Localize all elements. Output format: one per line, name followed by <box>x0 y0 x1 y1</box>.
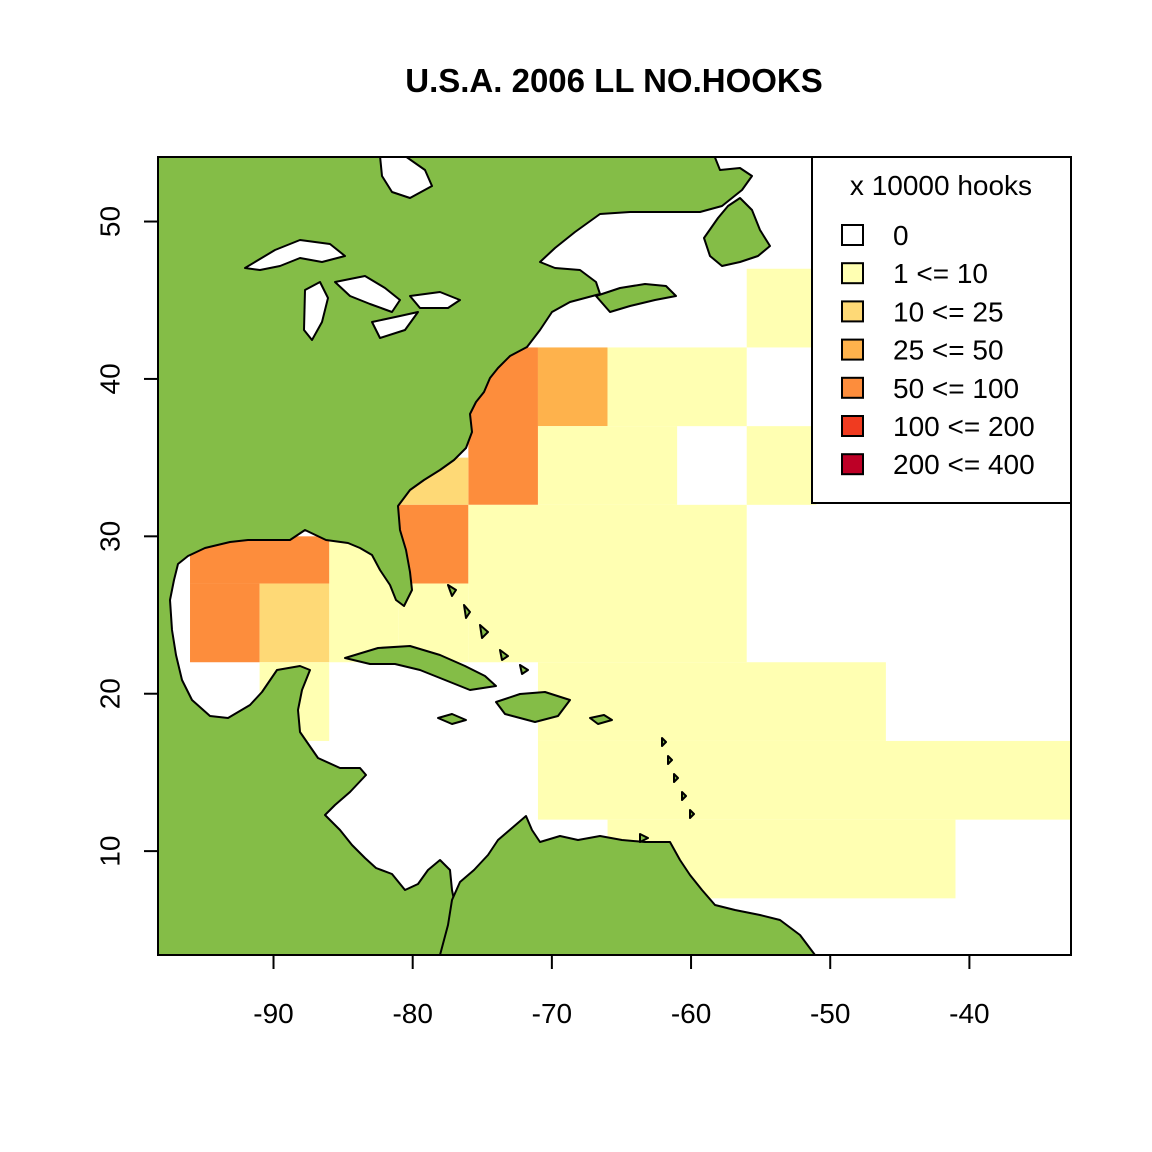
effort-cell-3 <box>607 347 747 427</box>
legend-swatch <box>841 453 864 476</box>
legend-label: 100 <= 200 <box>893 411 1035 442</box>
legend-swatch <box>841 338 864 361</box>
effort-cell-12 <box>190 583 260 663</box>
land-south-america <box>439 815 816 955</box>
effort-cell-13 <box>259 583 330 663</box>
legend-swatch <box>841 376 864 399</box>
legend-swatch <box>841 262 864 285</box>
legend-label: 1 <= 10 <box>893 258 988 289</box>
effort-cells <box>190 268 1071 899</box>
legend-label: 200 <= 400 <box>893 449 1035 480</box>
chart-title: U.S.A. 2006 LL NO.HOOKS <box>405 62 823 99</box>
legend: x 10000 hooks 0 1 <= 10 10 <= 25 25 <= 50 50… <box>811 156 1072 504</box>
y-tick-label: 10 <box>95 836 126 867</box>
land-masses <box>158 157 1071 955</box>
x-axis: -90 -80 -70 -60 -50 -40 <box>253 954 990 1029</box>
y-axis: 10 20 30 40 50 <box>95 206 159 867</box>
legend-title: x 10000 hooks <box>850 170 1032 201</box>
legend-label: 0 <box>893 220 909 251</box>
effort-cell-0 <box>746 268 817 348</box>
x-tick-label: -80 <box>392 998 432 1029</box>
legend-label: 10 <= 25 <box>893 296 1004 327</box>
legend-swatch <box>841 224 864 246</box>
x-tick-label: -70 <box>532 998 572 1029</box>
land-lesser-antilles <box>639 737 695 843</box>
land-cuba <box>344 645 497 691</box>
y-tick-label: 40 <box>95 363 126 394</box>
land-jamaica <box>437 713 467 725</box>
legend-label: 25 <= 50 <box>893 335 1004 366</box>
effort-cell-8 <box>468 504 747 663</box>
land-hispaniola <box>495 691 571 723</box>
x-tick-label: -40 <box>949 998 989 1029</box>
effort-cell-2 <box>537 347 608 427</box>
effort-cell-16 <box>537 740 1071 820</box>
y-tick-label: 50 <box>95 206 126 237</box>
legend-swatch <box>841 415 864 437</box>
effort-cell-5 <box>746 426 817 505</box>
land-nova-scotia <box>595 283 677 313</box>
legend-box <box>811 156 1072 504</box>
effort-cell-4 <box>537 426 678 505</box>
land-bahamas <box>447 584 529 675</box>
great-lakes <box>244 239 461 341</box>
legend-entries: 0 1 <= 10 10 <= 25 25 <= 50 50 <= 100 100 <= … <box>841 220 1035 480</box>
effort-cell-15 <box>537 662 886 741</box>
legend-swatch <box>841 300 864 323</box>
land-newfoundland <box>703 197 771 267</box>
land-puerto-rico <box>589 714 613 725</box>
x-tick-label: -50 <box>810 998 850 1029</box>
legend-label: 50 <= 100 <box>893 373 1019 404</box>
x-tick-label: -90 <box>253 998 293 1029</box>
land-north-america <box>158 157 753 955</box>
y-tick-label: 20 <box>95 678 126 709</box>
x-tick-label: -60 <box>671 998 711 1029</box>
y-tick-label: 30 <box>95 521 126 552</box>
